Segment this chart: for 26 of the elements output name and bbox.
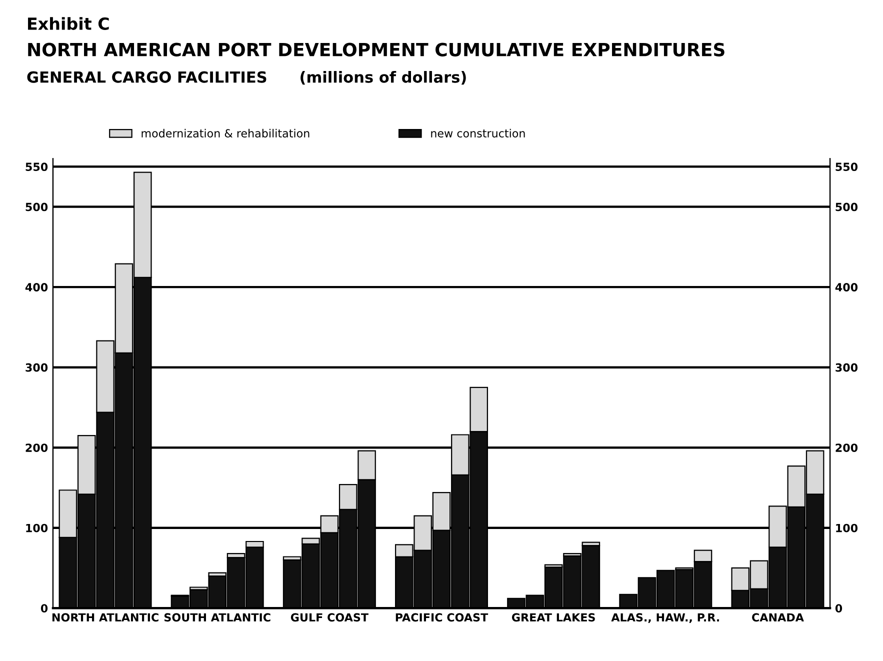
y2-tick-label: 400 xyxy=(835,283,858,292)
x-tick-label: NORTH ATLANTIC xyxy=(52,613,158,622)
y2-tick-label: 550 xyxy=(836,162,858,172)
x-tick-label: GREAT LAKES xyxy=(512,613,595,622)
y2-tick-label: 200 xyxy=(836,444,858,452)
x-tick-label: GULF COAST xyxy=(290,613,368,622)
y-tick-label: 400 xyxy=(25,283,48,292)
legend-label: modernization & rehabilitation xyxy=(142,128,310,138)
y-tick-label: 300 xyxy=(26,363,48,372)
x-tick-label: CANADA xyxy=(752,613,804,622)
y-tick-label: 100 xyxy=(26,524,48,532)
y2-tick-label: 0 xyxy=(835,604,842,612)
x-tick-label: ALAS., HAW., P.R. xyxy=(611,613,719,623)
text: Exhibit C xyxy=(28,17,109,30)
chart-title: NORTH AMERICAN PORT DEVELOPMENT CUMULATIVE EXPENDITURES xyxy=(28,42,724,56)
chart-subtitle: GENERAL CARGO FACILITIES (millions of dollars) xyxy=(27,71,466,85)
y-tick-label: 550 xyxy=(26,162,48,172)
x-tick-label: SOUTH ATLANTIC xyxy=(164,613,270,622)
y-tick-label: 0 xyxy=(40,604,48,612)
y2-tick-label: 300 xyxy=(836,363,858,372)
y2-tick-label: 500 xyxy=(836,202,858,212)
y-tick-label: 500 xyxy=(26,202,48,212)
x-tick-label: PACIFIC COAST xyxy=(396,613,488,622)
legend-label: new construction xyxy=(431,128,525,138)
y-tick-label: 200 xyxy=(26,444,48,452)
y2-tick-label: 100 xyxy=(836,524,858,532)
